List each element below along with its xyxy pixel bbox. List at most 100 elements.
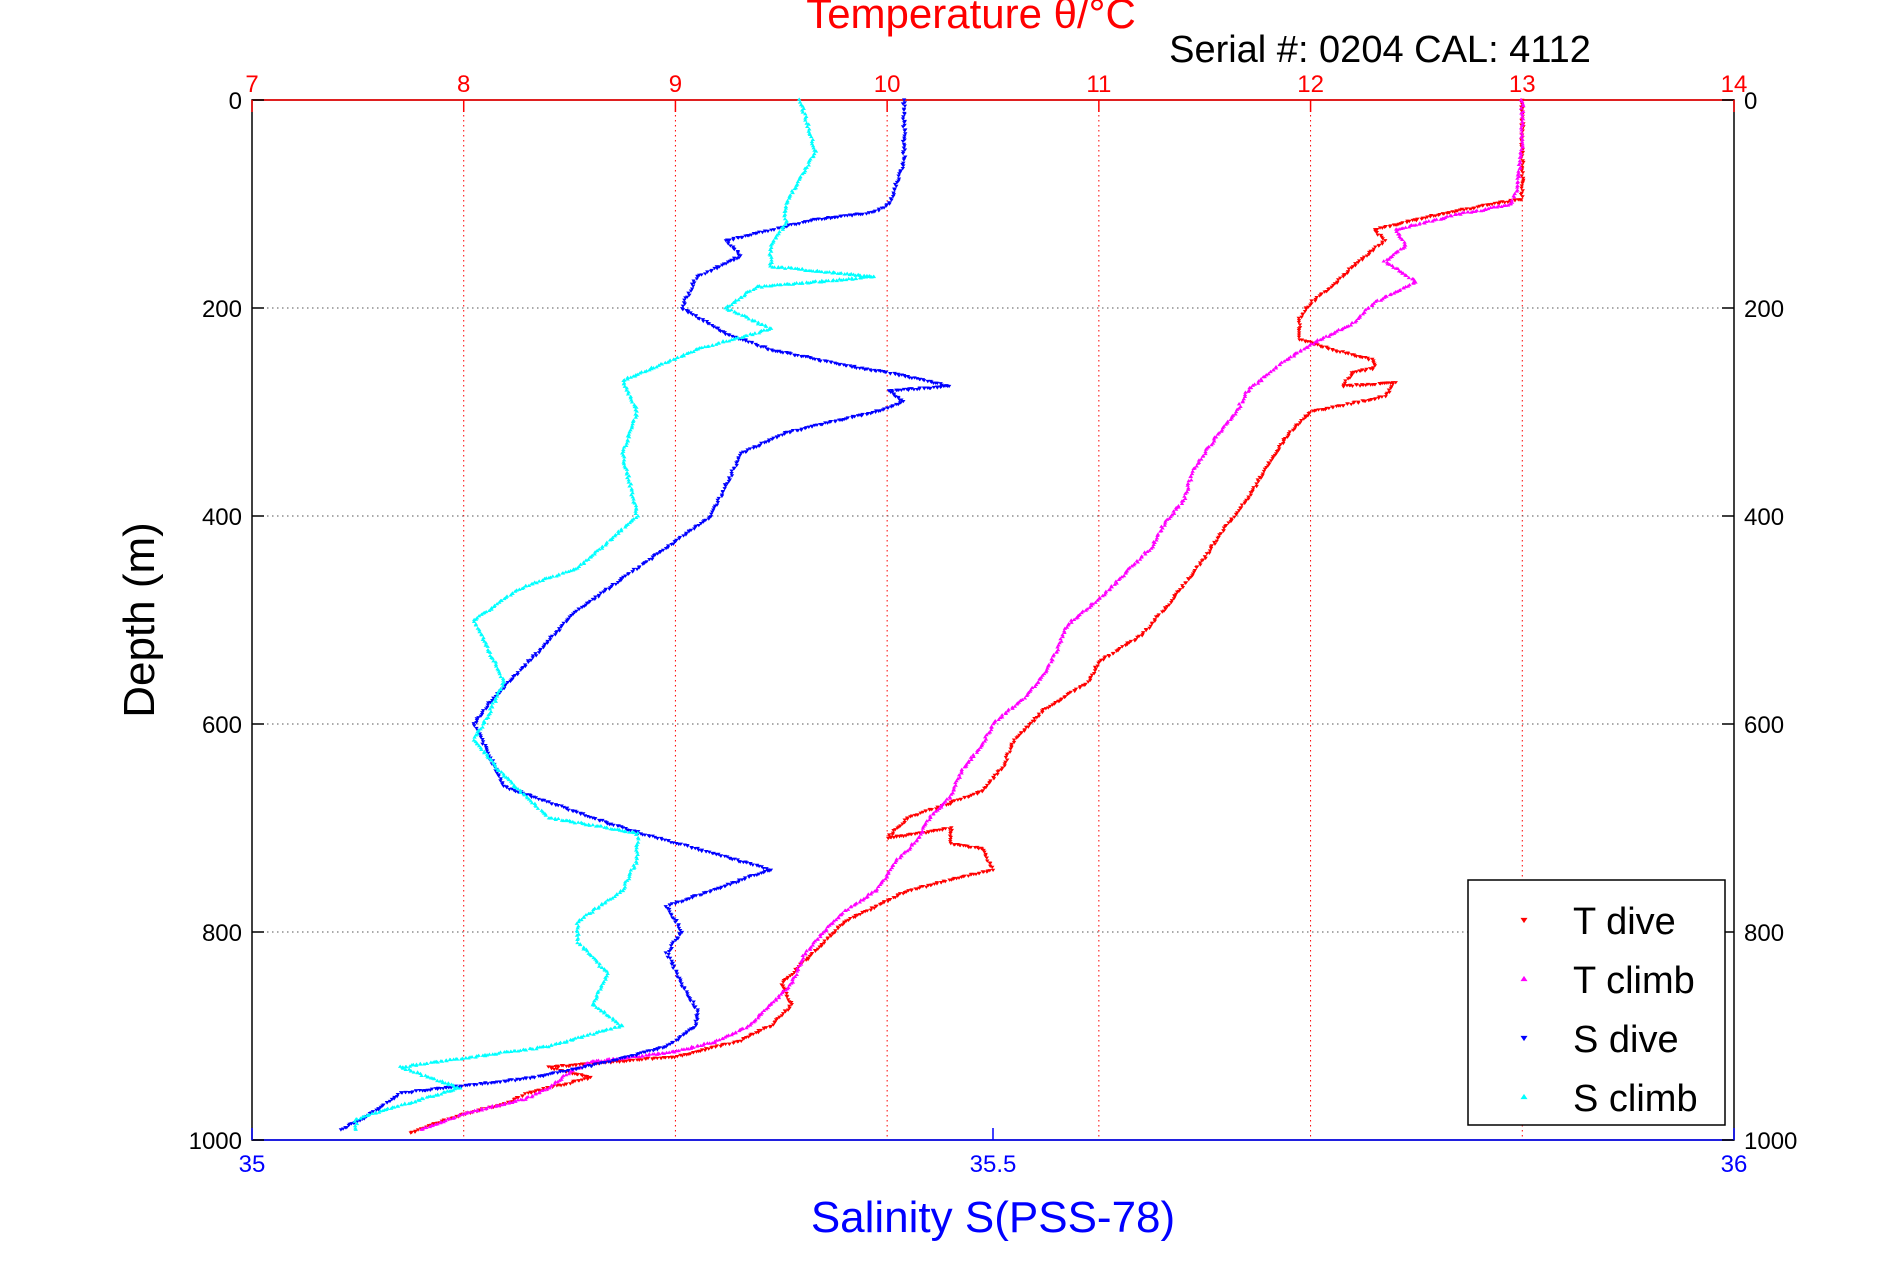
data-point <box>787 1004 792 1008</box>
data-point <box>1410 218 1415 223</box>
data-point <box>1236 406 1242 410</box>
data-point <box>1391 223 1397 227</box>
data-point <box>813 949 818 953</box>
chart-subtitle: Serial #: 0204 CAL: 4112 <box>1169 29 1591 71</box>
data-point <box>868 892 874 896</box>
data-point <box>1360 258 1365 262</box>
data-point <box>441 1119 446 1124</box>
data-point <box>864 412 870 417</box>
data-point <box>639 1054 644 1058</box>
data-point <box>1049 660 1054 664</box>
data-point <box>564 620 569 624</box>
data-point <box>627 520 633 525</box>
data-point <box>727 333 732 337</box>
data-point <box>650 1052 655 1056</box>
data-point <box>962 796 967 800</box>
data-point <box>417 1088 422 1093</box>
data-point <box>682 302 688 306</box>
data-point <box>674 970 679 974</box>
data-point <box>903 834 909 838</box>
data-point <box>959 767 964 771</box>
data-point <box>821 279 827 284</box>
data-point <box>556 816 561 821</box>
data-point <box>532 580 537 584</box>
data-point <box>1171 597 1177 601</box>
data-point <box>496 768 502 772</box>
data-point <box>677 933 683 937</box>
data-point <box>782 213 787 218</box>
data-point <box>596 595 601 599</box>
data-point <box>902 121 907 125</box>
data-point <box>1340 404 1346 408</box>
data-point <box>629 425 635 430</box>
data-point <box>991 721 996 726</box>
data-point <box>626 1055 632 1059</box>
data-point <box>423 1073 428 1077</box>
data-point <box>1173 507 1179 511</box>
data-point <box>1154 536 1160 540</box>
data-point <box>780 351 786 355</box>
data-point <box>763 324 769 328</box>
data-point <box>394 1094 400 1099</box>
data-point <box>844 364 849 368</box>
temperature-tick-label: 9 <box>669 71 682 98</box>
data-point <box>985 859 990 863</box>
data-point <box>803 952 808 956</box>
data-point <box>473 623 479 627</box>
data-point <box>478 1082 483 1086</box>
data-point <box>934 807 939 811</box>
data-point <box>597 819 603 823</box>
data-point <box>800 110 805 114</box>
data-point <box>817 945 822 949</box>
data-point <box>1520 181 1525 186</box>
data-point <box>679 984 684 989</box>
data-point <box>1362 369 1368 373</box>
data-point <box>1137 557 1143 561</box>
data-point <box>745 448 750 452</box>
data-point <box>999 768 1004 772</box>
data-point <box>1353 320 1358 324</box>
data-point <box>693 1019 698 1023</box>
data-point <box>403 1064 408 1069</box>
data-point <box>564 1064 569 1069</box>
data-point <box>1086 680 1091 684</box>
data-point <box>980 790 985 794</box>
data-point <box>642 833 648 837</box>
data-point <box>1236 509 1242 513</box>
data-point <box>1251 486 1256 490</box>
data-point <box>729 472 734 476</box>
data-point <box>1335 278 1341 282</box>
data-point <box>923 809 929 814</box>
data-point <box>1330 348 1335 353</box>
data-point <box>909 376 915 381</box>
data-point <box>776 995 782 1000</box>
data-point <box>547 638 553 642</box>
data-point <box>633 509 638 513</box>
data-point <box>1139 634 1145 638</box>
data-point <box>702 344 707 349</box>
data-point <box>1387 262 1392 266</box>
data-point <box>1197 561 1203 565</box>
data-point <box>484 747 489 751</box>
data-point <box>638 832 644 836</box>
data-point <box>474 718 480 723</box>
data-point <box>634 855 639 859</box>
data-point <box>1167 516 1172 520</box>
data-point <box>707 850 712 854</box>
data-point <box>581 812 586 816</box>
data-point <box>1355 316 1361 321</box>
data-point <box>1062 630 1067 635</box>
data-point <box>900 139 906 144</box>
data-point <box>511 1098 517 1102</box>
data-point <box>690 1051 696 1055</box>
data-point <box>905 849 910 853</box>
data-point <box>688 1027 694 1031</box>
data-point <box>1065 692 1070 697</box>
data-point <box>673 938 678 943</box>
data-point <box>1345 377 1351 381</box>
data-point <box>1199 457 1204 461</box>
data-point <box>500 681 505 686</box>
data-point <box>542 1088 547 1092</box>
data-point <box>1221 526 1227 530</box>
